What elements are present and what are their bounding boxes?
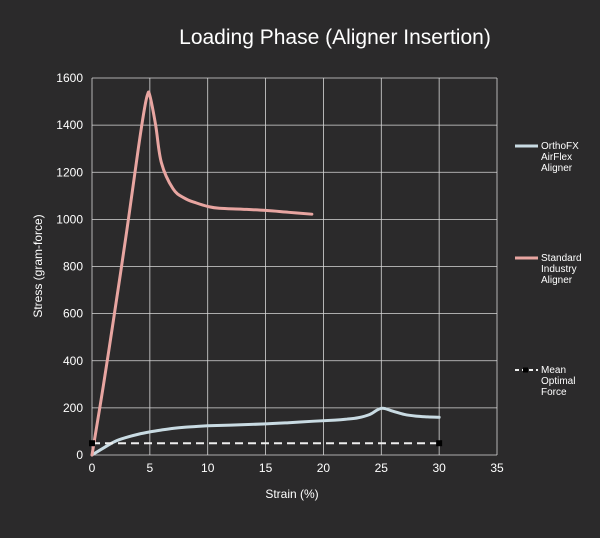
mean-force-marker (436, 440, 443, 447)
y-axis-label: Stress (gram-force) (31, 214, 45, 317)
x-tick-label: 25 (375, 461, 389, 475)
y-tick-label: 200 (63, 401, 83, 415)
x-tick-label: 5 (147, 461, 154, 475)
axes: 0 5 10 15 20 25 30 35 0 200 400 600 800 1000 1200 1400 1… (56, 71, 504, 475)
y-tick-label: 1000 (56, 212, 83, 226)
grid (91, 77, 498, 456)
mean-force-marker (89, 440, 95, 447)
series-layer (89, 90, 443, 457)
x-tick-label: 0 (89, 461, 96, 475)
series-line-orthofx-airflex (90, 406, 441, 457)
y-tick-label: 1400 (56, 118, 83, 132)
y-tick-label: 400 (63, 354, 83, 368)
legend-label: Standard Industry Aligner (541, 253, 582, 286)
x-tick-label: 35 (490, 461, 504, 475)
legend: OrthoFX AirFlex Aligner Standard Industry Ali… (515, 141, 582, 398)
legend-entry: Mean Optimal Force (515, 365, 575, 398)
chart-title: Loading Phase (Aligner Insertion) (179, 26, 491, 49)
legend-entry: OrthoFX AirFlex Aligner (515, 141, 579, 174)
y-tick-label: 1200 (56, 165, 83, 179)
x-tick-label: 30 (432, 461, 446, 475)
y-tick-label: 600 (63, 307, 83, 321)
x-tick-label: 10 (201, 461, 215, 475)
y-tick-label: 0 (76, 448, 83, 462)
y-tick-label: 1600 (56, 71, 83, 85)
x-tick-label: 15 (259, 461, 273, 475)
legend-marker (523, 367, 528, 373)
legend-entry: Standard Industry Aligner (515, 253, 582, 286)
legend-label: OrthoFX AirFlex Aligner (541, 141, 579, 174)
series-line-standard-industry (90, 90, 314, 457)
legend-label: Mean Optimal Force (541, 365, 575, 398)
x-axis-label: Strain (%) (265, 487, 318, 501)
x-tick-label: 20 (317, 461, 331, 475)
y-tick-label: 800 (63, 260, 83, 274)
